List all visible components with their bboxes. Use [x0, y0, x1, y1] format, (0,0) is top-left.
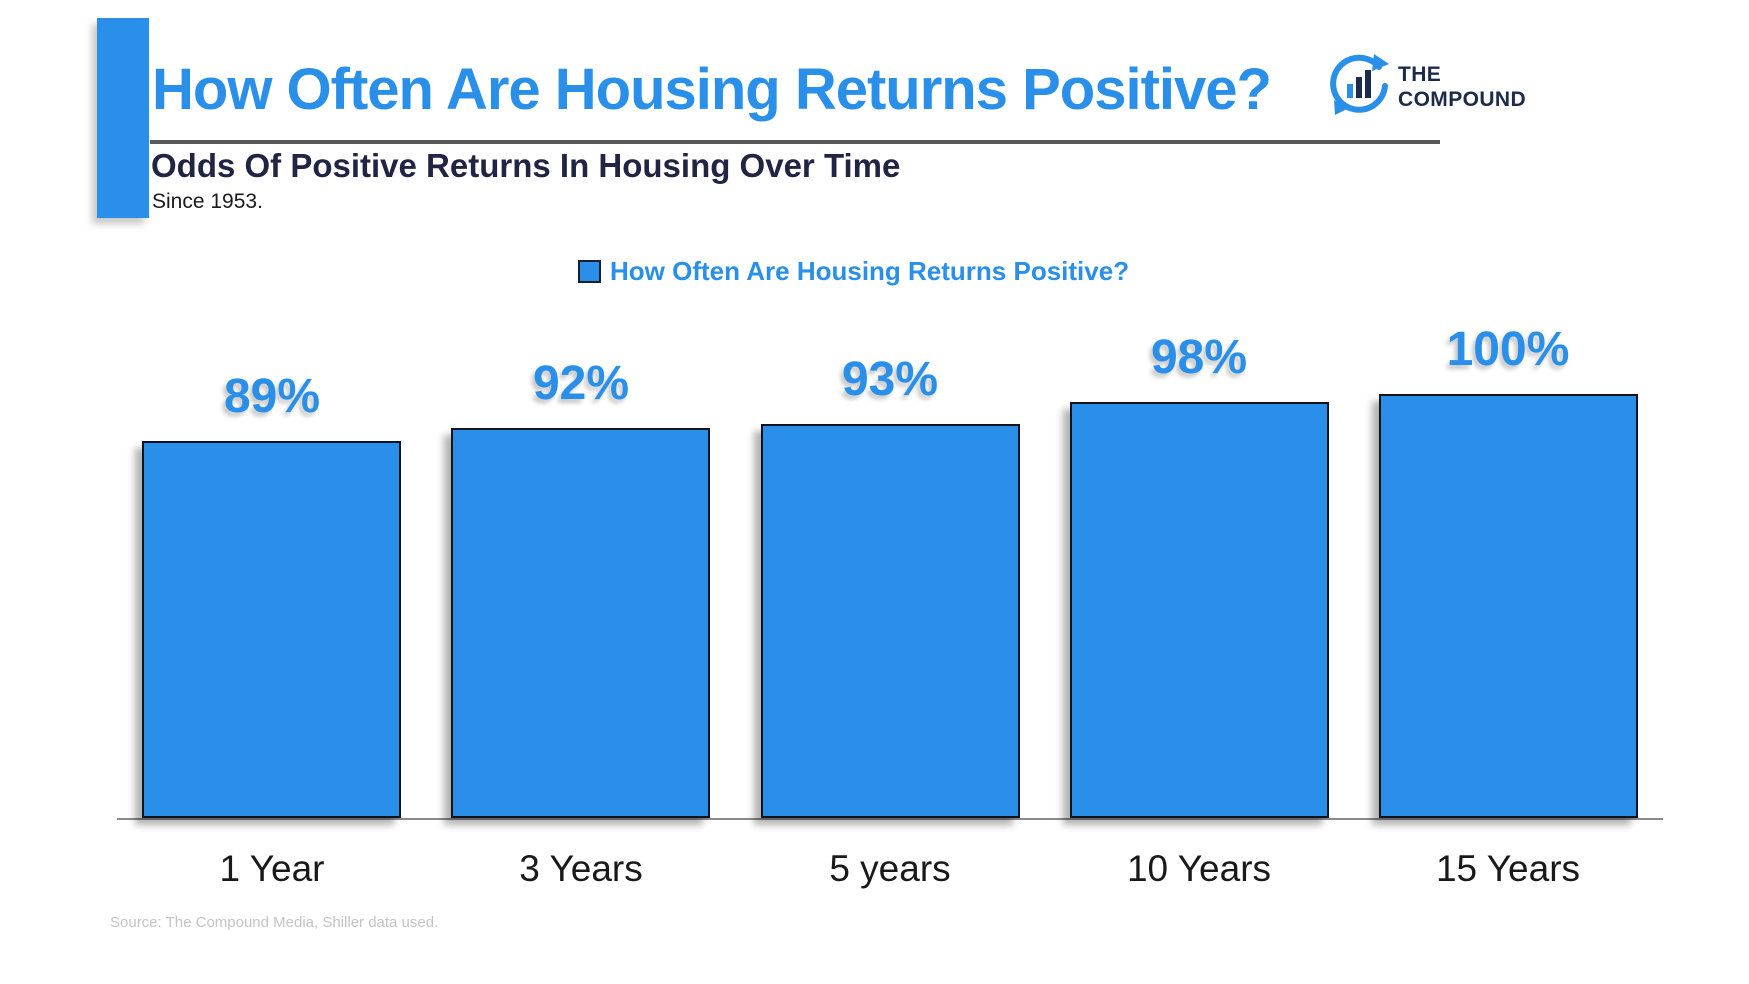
title-underline	[150, 140, 1440, 144]
bar	[142, 441, 401, 818]
bar-value-label: 92%	[532, 357, 630, 410]
brand-logo: THE COMPOUND	[1326, 52, 1526, 121]
chart-legend: How Often Are Housing Returns Positive?	[578, 256, 1129, 287]
chart-subnote: Since 1953.	[152, 190, 263, 213]
bar	[761, 424, 1020, 818]
x-axis-line	[117, 818, 1663, 820]
brand-logo-line2: COMPOUND	[1398, 87, 1527, 111]
x-axis-tick-label: 15 Years	[1435, 848, 1581, 889]
x-axis-tick-label: 5 years	[829, 848, 951, 889]
x-axis-tick-label: 1 Year	[219, 848, 325, 889]
x-axis-tick-label: 3 Years	[519, 848, 643, 889]
source-note: Source: The Compound Media, Shiller data…	[110, 914, 439, 931]
bar	[1379, 394, 1638, 818]
bar-value-label: 89%	[223, 370, 321, 423]
legend-label: How Often Are Housing Returns Positive?	[610, 256, 1130, 286]
bar-value-label: 98%	[1150, 331, 1248, 384]
bar-value-label: 93%	[841, 353, 939, 406]
bar	[451, 428, 710, 818]
accent-bar	[97, 18, 149, 218]
brand-logo-text: THE COMPOUND	[1398, 62, 1526, 112]
page-title: How Often Are Housing Returns Positive?	[152, 57, 1272, 122]
x-axis-tick-label: 10 Years	[1126, 848, 1272, 889]
legend-swatch-icon	[578, 260, 601, 283]
brand-logo-line1: THE	[1398, 62, 1442, 86]
chart-subtitle: Odds Of Positive Returns In Housing Over…	[151, 147, 901, 184]
bar	[1070, 402, 1329, 818]
bar-value-label: 100%	[1446, 323, 1570, 376]
compound-chart-bubble-icon	[1326, 52, 1390, 121]
